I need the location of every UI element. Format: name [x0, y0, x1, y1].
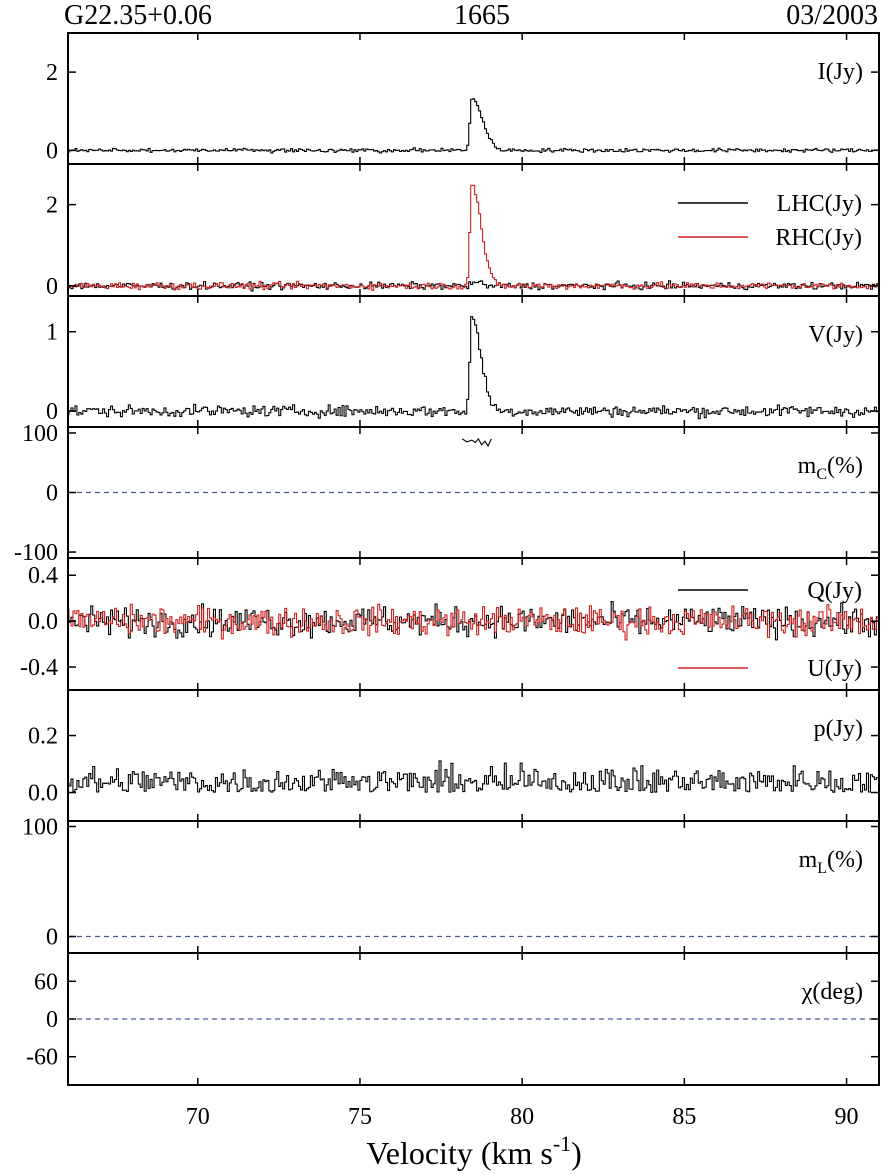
y-tick-label: 2 [46, 60, 58, 86]
y-tick-label: 1 [46, 320, 58, 346]
x-axis-label: Velocity (km s-1) [366, 1131, 582, 1171]
panel-p-label: p(Jy) [814, 716, 863, 742]
panel-label-main: m [799, 847, 818, 873]
x-axis-label-sup: -1 [553, 1131, 571, 1156]
y-tick-label: 0 [46, 481, 58, 507]
series-rhc-line [68, 184, 879, 291]
panel-label-main: I(Jy) [818, 59, 863, 85]
panel-chi-y-axis: -60 0 60 [26, 969, 879, 1071]
panel-stack: 02 I(Jy)02 LHC(Jy)RHC(Jy)01 V(Jy)-1000100mC… [14, 32, 880, 1086]
y-tick-label: -0.4 [20, 655, 58, 681]
panel-I-y-axis: 02 [46, 60, 879, 164]
panel-V-frame [67, 295, 880, 428]
y-tick-label: 0 [46, 399, 58, 425]
panel-LR-legend: LHC(Jy) RHC(Jy) [678, 191, 862, 251]
x-tick-label: 90 [835, 1104, 859, 1130]
panel-label-tail: (%) [827, 847, 863, 873]
y-tick-label: 2 [46, 193, 58, 219]
y-tick-label: 100 [22, 421, 58, 447]
panel-V-y-axis: 01 [46, 320, 879, 425]
panel-chi-label: χ(deg) [801, 979, 863, 1005]
panel-QU-legend: Q(Jy) U(Jy) [678, 578, 862, 682]
panel-p-data [68, 760, 879, 793]
panel-QU-y-axis: -0.4 0.0 0.4 [20, 563, 879, 681]
panel-p-y-axis: 0.0 0.2 [28, 724, 879, 807]
y-tick-label: 0.0 [28, 609, 58, 635]
panel-LR-frame [67, 163, 880, 297]
panel-mL: 0 100 mL(%) [22, 815, 880, 954]
panel-LR-data [68, 184, 879, 292]
y-tick-label: 0.2 [28, 724, 58, 750]
panel-mc: -100 0 100 mC(%) [14, 421, 880, 566]
panel-label-main: p(Jy) [814, 716, 863, 742]
panel-V-data [68, 316, 879, 420]
panel-label-main: V(Jy) [808, 322, 863, 348]
series-lhc2-line [68, 280, 879, 292]
x-tick-label: 75 [348, 1104, 372, 1130]
y-tick-label: 0 [46, 1007, 58, 1033]
panel-I-label: I(Jy) [818, 59, 863, 85]
x-tick-label: 70 [186, 1104, 210, 1130]
series-v-line [68, 316, 879, 420]
panel-label-sub: C [816, 466, 827, 483]
panel-LR-y-axis: 02 [46, 193, 879, 300]
panel-I-data [68, 98, 879, 154]
series-p-line [68, 760, 879, 793]
panel-mL-label: mL(%) [799, 847, 863, 877]
panel-label-sub: L [817, 860, 827, 877]
y-tick-label: -100 [14, 540, 58, 566]
legend-label: U(Jy) [807, 656, 862, 682]
series-q-line [68, 601, 879, 641]
x-axis: 70 75 80 85 90 [186, 1104, 859, 1130]
panel-mc-y-axis: -100 0 100 [14, 421, 879, 566]
panel-mL-frame [67, 820, 880, 954]
panel-mc-data [461, 437, 492, 448]
header-source: G22.35+0.06 [64, 0, 212, 31]
y-tick-label: 100 [22, 815, 58, 841]
series-lhc-line [68, 98, 879, 154]
panel-chi: -60 0 60 χ(deg) [26, 952, 880, 1086]
figure-header: G22.35+0.06 1665 03/2003 [64, 0, 878, 31]
y-tick-label: 0 [46, 925, 58, 951]
panel-mL-y-axis: 0 100 [22, 815, 879, 951]
panel-I: 02 I(Jy) [46, 32, 880, 165]
y-tick-label: 0.4 [28, 563, 58, 589]
y-tick-label: 0 [46, 138, 58, 164]
legend-label: RHC(Jy) [775, 225, 862, 251]
panel-label-main: m [798, 453, 817, 479]
header-frequency: 1665 [454, 0, 510, 31]
legend-label: Q(Jy) [807, 578, 862, 604]
panel-V: 01 V(Jy) [46, 295, 880, 428]
x-tick-label: 80 [510, 1104, 534, 1130]
panel-LR: 02 LHC(Jy)RHC(Jy) [46, 163, 880, 300]
panel-p: 0.0 0.2 p(Jy) [28, 689, 880, 822]
y-tick-label: 0.0 [28, 781, 58, 807]
panel-mc-label: mC(%) [798, 453, 863, 483]
panel-QU: -0.4 0.0 0.4 Q(Jy) U(Jy) [20, 557, 880, 691]
legend-label: LHC(Jy) [777, 191, 862, 217]
panel-label-main: χ(deg) [801, 979, 863, 1005]
panel-mc-segment-0 [461, 437, 492, 448]
panel-QU-data [68, 601, 879, 641]
panel-p-frame [67, 689, 880, 822]
y-tick-label: -60 [26, 1045, 58, 1071]
series-u-line [68, 603, 879, 641]
x-tick-label: 85 [672, 1104, 696, 1130]
x-axis-label-main: Velocity (km s [366, 1135, 553, 1171]
panel-label-tail: (%) [827, 453, 863, 479]
x-axis-label-tail: ) [571, 1135, 582, 1171]
header-epoch: 03/2003 [786, 0, 878, 31]
panel-V-label: V(Jy) [808, 322, 863, 348]
y-tick-label: 0 [46, 274, 58, 300]
y-tick-label: 60 [34, 969, 58, 995]
